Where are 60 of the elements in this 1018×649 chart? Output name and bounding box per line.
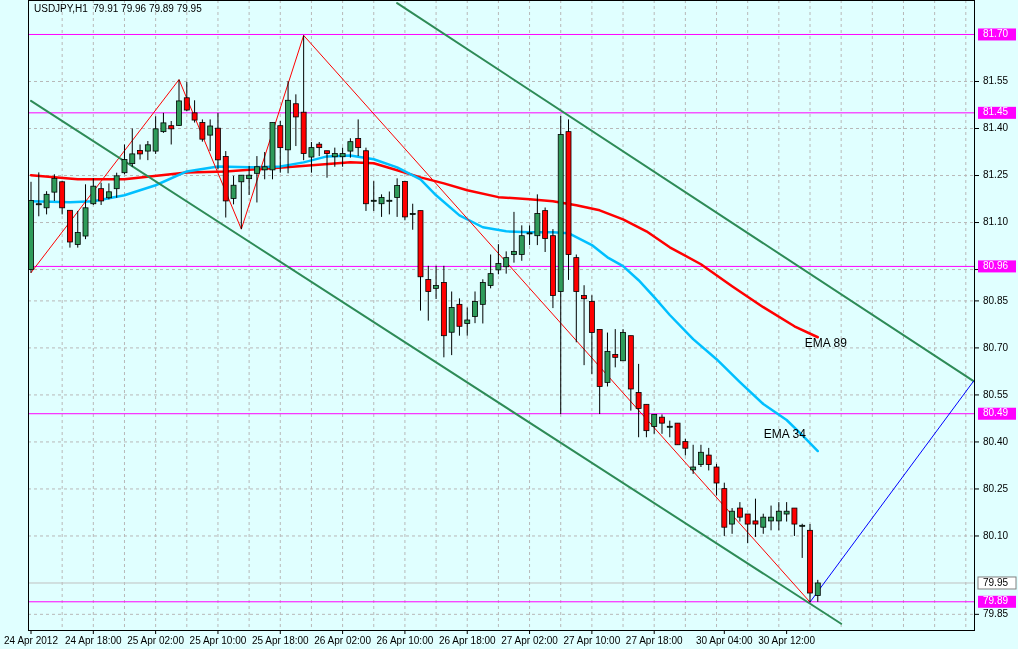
y-tick-label: 80.70 <box>983 341 1009 353</box>
x-tick-label: 27 Apr 18:00 <box>625 635 683 646</box>
candlestick <box>581 284 587 366</box>
candlestick <box>768 505 774 531</box>
candlestick <box>425 265 432 322</box>
x-tick-label: 27 Apr 02:00 <box>501 635 559 646</box>
x-tick-label: 30 Apr 12:00 <box>758 635 816 646</box>
y-tick-label: 81.55 <box>983 75 1009 87</box>
y-tick-label: 81.40 <box>983 122 1009 134</box>
y-tick-label: 81.25 <box>983 169 1009 181</box>
candlestick <box>705 447 712 471</box>
candlestick <box>191 99 198 124</box>
candlestick <box>698 444 704 468</box>
ref-line-label: 80.96 <box>983 260 1009 272</box>
ref-line-label: 81.70 <box>983 28 1009 40</box>
candlestick <box>472 290 478 324</box>
candlestick <box>183 81 190 112</box>
candlestick <box>292 93 299 147</box>
candlestick <box>394 177 401 218</box>
candlestick <box>254 155 260 203</box>
candlestick <box>246 165 253 196</box>
candlestick <box>518 224 525 262</box>
y-tick-label: 80.10 <box>983 529 1009 541</box>
y-tick-label: 80.55 <box>983 388 1009 400</box>
candlestick <box>814 579 821 603</box>
y-tick-label: 80.85 <box>983 294 1009 306</box>
candlestick <box>511 211 517 264</box>
candlestick <box>799 523 806 559</box>
y-tick-label: 79.85 <box>983 607 1009 619</box>
x-tick-label: 25 Apr 02:00 <box>127 635 185 646</box>
x-tick-label: 24 Apr 18:00 <box>64 635 123 646</box>
series-label: EMA 89 <box>804 336 848 351</box>
y-tick-label: 80.40 <box>983 435 1009 447</box>
x-tick-label: 24 Apr 2012 <box>4 635 59 646</box>
candlestick <box>659 413 665 435</box>
x-tick-label: 26 Apr 10:00 <box>376 635 434 646</box>
x-tick-label: 25 Apr 10:00 <box>189 635 247 646</box>
candlestick <box>98 182 105 206</box>
x-tick-label: 30 Apr 04:00 <box>695 635 754 646</box>
x-tick-label: 27 Apr 10:00 <box>563 635 621 646</box>
ref-line-label: 79.89 <box>983 595 1009 607</box>
candlestick <box>736 501 743 523</box>
candlestick <box>729 507 735 535</box>
y-tick-label: 81.10 <box>983 216 1009 228</box>
chart-title: USDJPY,H1 79.91 79.96 79.89 79.95 <box>34 3 203 14</box>
candlestick <box>690 444 697 475</box>
candlestick <box>238 174 245 230</box>
x-tick-label: 26 Apr 18:00 <box>438 635 497 646</box>
x-tick-label: 25 Apr 18:00 <box>251 635 310 646</box>
candlestick <box>113 172 120 199</box>
x-tick-label: 26 Apr 02:00 <box>314 635 372 646</box>
candlestick <box>713 463 720 497</box>
candlestick <box>137 143 143 161</box>
ref-line-label: 79.95 <box>983 576 1009 588</box>
candlestick <box>90 177 97 206</box>
candlestick <box>106 182 112 200</box>
ref-line-label: 80.49 <box>983 407 1009 419</box>
ref-line-label: 81.45 <box>983 106 1009 118</box>
candlestick <box>433 265 439 300</box>
y-tick-label: 80.25 <box>983 482 1009 494</box>
